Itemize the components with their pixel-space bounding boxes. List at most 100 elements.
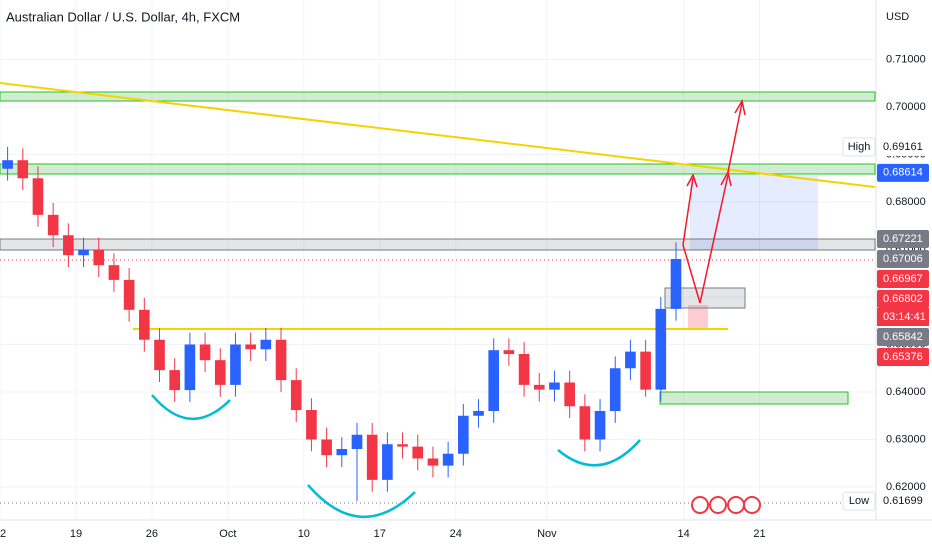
event-icon[interactable] [691,496,709,514]
price-tag-box [877,250,929,269]
right-shoulder [557,439,641,467]
support-zone [0,238,876,251]
price-tag-label: 0.67006 [883,253,923,265]
resistance-zone [0,163,876,175]
countdown: 03:14:41 [883,311,926,323]
candle-body [260,339,272,350]
candle-body [412,446,424,459]
candle-body [32,178,44,215]
candle-body [138,309,150,340]
price-tag: 0.68614 [877,163,929,182]
event-icon[interactable] [727,496,745,514]
candle-body [214,360,226,385]
y-tick-label: 0.63000 [886,433,926,445]
retest-box [664,287,746,309]
price-tag-box [877,270,929,289]
candle-body [17,160,29,179]
x-tick-label: 21 [753,528,765,540]
candle-body [473,410,484,416]
left-shoulder [151,394,231,421]
axis: 0.620000.630000.640000.650000.660000.670… [0,53,926,539]
candle-body [427,458,439,466]
price-tag-box [877,348,929,367]
chart-title: Australian Dollar / U.S. Dollar, 4h, FXC… [6,9,240,24]
candle-body [351,434,363,449]
candle-body [518,353,530,385]
price-tag-box [877,137,929,156]
drawings [0,82,876,518]
x-tick-label: Nov [537,528,557,540]
candle-body [306,410,317,440]
candle-body [366,434,378,480]
candle-body [169,370,181,391]
price-tag: 0.65376 [877,348,929,367]
arrow [682,177,694,246]
y-tick-label: 0.62000 [886,481,926,493]
event-icons [691,496,761,514]
candle-body [488,350,500,411]
price-tag: 0.66967 [877,270,929,289]
candle-body [2,160,13,169]
price-tags: 0.69161 High 0.68614 0.67221 0.67006 0.66967 0… [842,137,929,511]
price-tag-name-box [842,491,876,511]
candle-body [199,344,211,361]
candle-body [594,410,606,440]
candle-body [382,444,393,480]
arrow-head [734,98,746,116]
candle-body [184,344,196,391]
price-tag-label: 0.69161 [883,141,923,153]
candle-body [579,406,591,440]
candle-body [625,351,636,369]
price-tag: 0.67221 [877,230,929,249]
y-tick-label: 0.68000 [886,196,926,208]
price-tag-box [877,290,929,309]
projection [682,98,746,304]
candle-body [397,444,408,447]
price-tag-label: 0.65376 [883,351,923,363]
price-tag: 0.69161 High [842,137,929,157]
candle-body [670,259,682,309]
candle-body [609,368,621,411]
candle-body [123,279,135,310]
candles [2,146,682,502]
arrow-head [686,173,698,188]
x-tick-label: 2 [0,528,6,540]
price-tag: 0.61699 Low [842,491,929,511]
resistance-zone [0,91,876,102]
y-tick-label: 0.64000 [886,386,926,398]
position-stop [688,305,708,328]
price-tag-label: 0.66967 [883,273,923,285]
x-tick-label: 10 [298,528,310,540]
price-tag-label: 0.67221 [883,233,923,245]
price-tag-box [877,230,929,249]
candle-body [78,249,89,256]
event-icon[interactable] [743,496,761,514]
price-tag-label: 0.66802 [883,293,923,305]
price-tag-box [877,328,929,347]
y-tick-label: 0.71000 [886,53,926,65]
price-tag-name: Low [849,495,869,507]
arrow [727,102,743,173]
candle-body [336,448,348,456]
price-tag-name-box [842,137,876,157]
candle-body [442,453,454,466]
head [307,484,416,518]
event-icon[interactable] [709,496,727,514]
price-tag-box [877,163,929,182]
candle-body [154,339,165,371]
x-tick-label: 26 [146,528,158,540]
candle-body [93,249,105,266]
countdown-box [877,308,929,327]
currency-label: USD [886,11,909,23]
x-tick-label: 17 [374,528,386,540]
position-target [690,175,818,250]
x-tick-label: 24 [450,528,462,540]
candle-body [321,439,332,456]
candle-body [549,382,560,390]
candle-body [245,344,256,350]
price-tag-box [877,492,929,511]
candle-body [564,382,575,407]
